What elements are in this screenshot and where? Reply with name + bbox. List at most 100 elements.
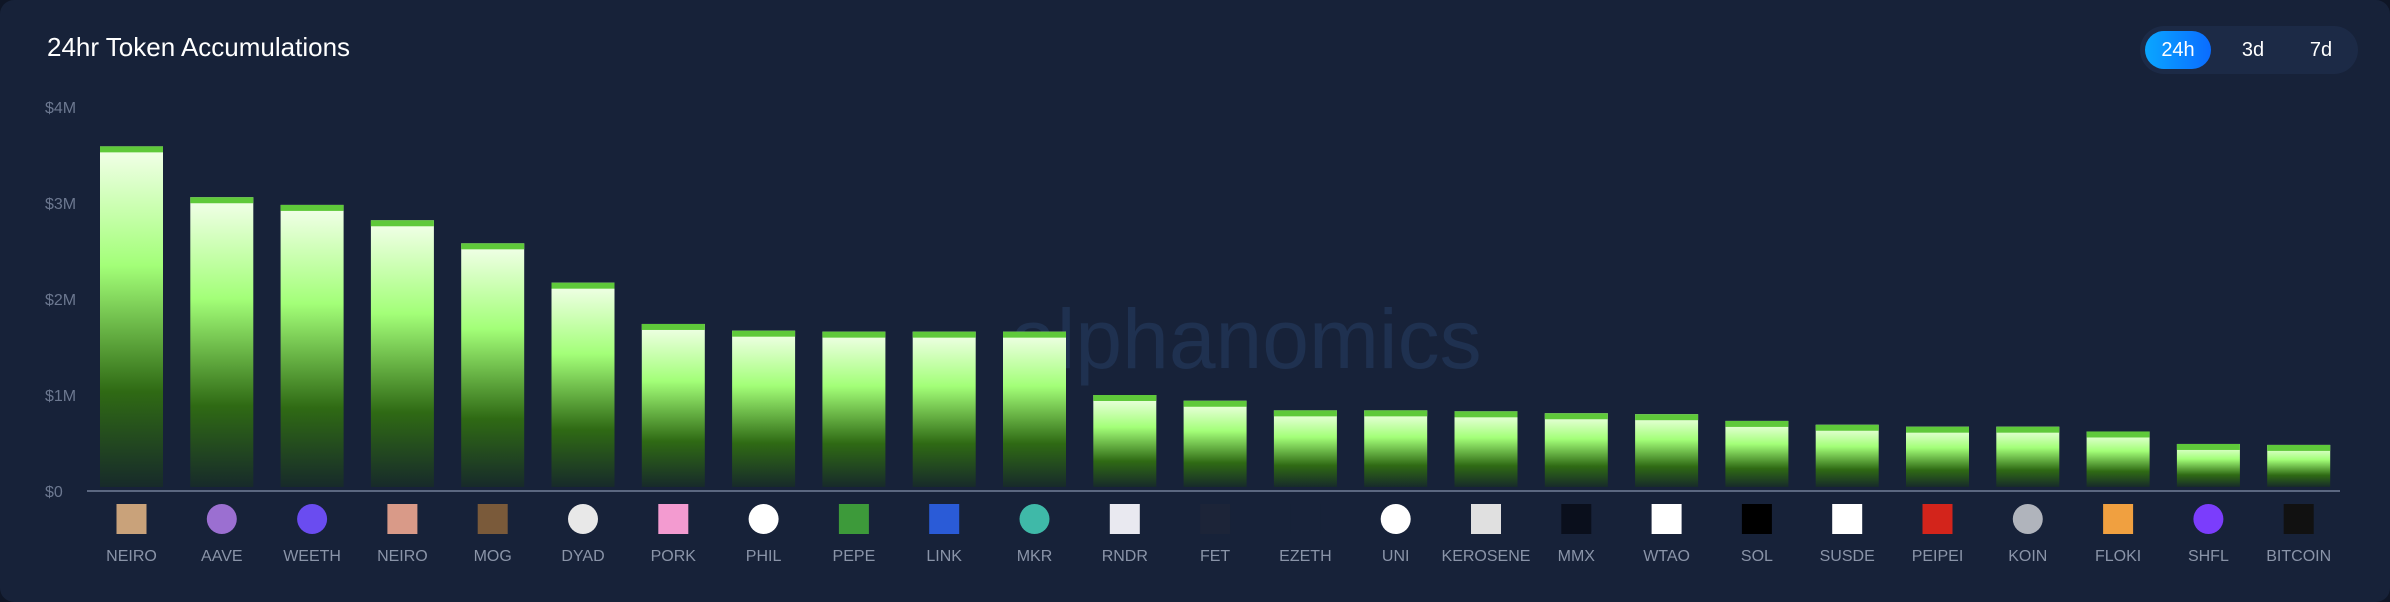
pepe-icon: [838, 504, 869, 534]
bar[interactable]: [1003, 331, 1066, 487]
mkr-icon: [1019, 504, 1050, 534]
bar[interactable]: [551, 282, 615, 487]
x-tick-label: PEPE: [833, 548, 876, 565]
x-tick-label: PHIL: [746, 548, 782, 565]
bar-cap: [1725, 420, 1789, 427]
bar[interactable]: [732, 330, 796, 487]
bar-cap: [1003, 331, 1066, 338]
x-tick-label: NEIRO: [377, 548, 428, 565]
bar-cap: [1273, 410, 1337, 417]
phil-icon: [748, 504, 779, 534]
pork-icon: [658, 504, 689, 534]
bar[interactable]: [1093, 395, 1157, 487]
bar-cap: [1454, 411, 1518, 418]
bar[interactable]: [1815, 424, 1879, 487]
bar-cap: [1544, 413, 1608, 420]
bar[interactable]: [1996, 426, 2060, 487]
x-tick-label: MOG: [474, 548, 512, 565]
mog-icon: [477, 504, 508, 534]
bar[interactable]: [1544, 413, 1608, 487]
bar[interactable]: [1906, 426, 1969, 487]
x-tick-label: AAVE: [201, 548, 243, 565]
mmx-icon: [1561, 504, 1592, 534]
bar[interactable]: [461, 243, 525, 487]
bar[interactable]: [2086, 431, 2150, 487]
bar[interactable]: [1725, 420, 1789, 487]
bar[interactable]: [822, 331, 886, 487]
y-tick-label: $2M: [45, 292, 76, 309]
bar[interactable]: [370, 220, 434, 487]
bar-cap: [2267, 444, 2331, 451]
bar-cap: [1183, 400, 1247, 407]
bitcoin-icon: [2283, 504, 2314, 534]
bar[interactable]: [641, 323, 705, 487]
bar[interactable]: [1183, 400, 1247, 487]
x-tick-label: PEIPEI: [1912, 548, 1964, 565]
bar-cap: [732, 330, 796, 337]
bar-cap: [551, 282, 615, 289]
bar-cap: [1815, 424, 1879, 431]
x-tick-label: MKR: [1017, 548, 1053, 565]
x-tick-label: LINK: [926, 548, 962, 565]
bar-cap: [912, 331, 976, 338]
x-tick-label: RNDR: [1102, 548, 1148, 565]
bar[interactable]: [1273, 410, 1337, 487]
bar-cap: [822, 331, 886, 338]
range-7d-button[interactable]: 7d: [2309, 39, 2333, 61]
koin-icon: [2012, 504, 2043, 534]
range-24h-button[interactable]: 24h: [2145, 31, 2211, 69]
dog-icon: [116, 504, 147, 534]
floki-icon: [2103, 504, 2134, 534]
bar-cap: [1093, 395, 1157, 401]
x-tick-label: SUSDE: [1820, 548, 1875, 565]
shfl-icon: [2193, 504, 2224, 534]
bar[interactable]: [190, 197, 254, 488]
x-tick-label: FET: [1200, 548, 1230, 565]
x-tick-label: UNI: [1382, 548, 1410, 565]
bar[interactable]: [912, 331, 976, 487]
rndr-icon: [1109, 504, 1140, 534]
uni-icon: [1380, 504, 1411, 534]
x-tick-label: SHFL: [2188, 548, 2229, 565]
chart-title: 24hr Token Accumulations: [47, 32, 351, 62]
bar[interactable]: [280, 204, 344, 488]
x-tick-label: WEETH: [283, 548, 341, 565]
bar-cap: [1996, 426, 2060, 433]
bar-cap: [641, 323, 705, 330]
x-tick-label: KOIN: [2008, 548, 2047, 565]
y-tick-label: $3M: [45, 196, 76, 213]
bar-cap: [370, 220, 434, 227]
bar-cap: [1906, 426, 1969, 433]
bar[interactable]: [1364, 410, 1428, 487]
bar[interactable]: [1635, 414, 1699, 487]
x-tick-label: KEROSENE: [1442, 548, 1531, 565]
link-icon: [929, 504, 960, 534]
x-tick-label: BITCOIN: [2266, 548, 2331, 565]
dyad-icon: [568, 504, 598, 534]
bar[interactable]: [1454, 411, 1518, 487]
wtao-icon: [1651, 504, 1682, 534]
watermark: alphanomics: [1010, 292, 1482, 386]
aave-icon: [206, 504, 237, 534]
range-3d-button[interactable]: 3d: [2241, 39, 2265, 61]
bar-cap: [100, 146, 163, 153]
sol-icon: [1741, 504, 1772, 534]
y-tick-label: $1M: [45, 388, 76, 405]
bar-cap: [2176, 443, 2240, 450]
bar[interactable]: [2267, 444, 2331, 487]
bar-cap: [2086, 431, 2150, 438]
kerosene-icon: [1471, 504, 1501, 534]
fet-icon: [1200, 504, 1231, 534]
bar-cap: [190, 197, 254, 204]
dog-icon: [387, 504, 418, 534]
weeth-icon: [297, 504, 328, 534]
y-tick-label: $4M: [45, 100, 76, 117]
bar[interactable]: [2176, 443, 2240, 487]
bar-cap: [461, 243, 525, 250]
y-tick-label: $0: [45, 484, 63, 501]
x-tick-label: WTAO: [1643, 548, 1690, 565]
bar[interactable]: [100, 146, 163, 488]
x-tick-label: SOL: [1741, 548, 1773, 565]
